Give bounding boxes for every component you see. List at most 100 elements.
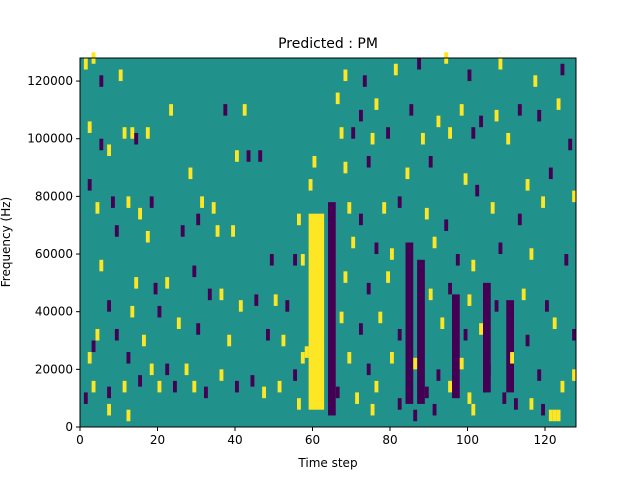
heatmap-cell (506, 132, 511, 145)
heatmap-cell (498, 58, 503, 70)
heatmap-cell (83, 392, 88, 404)
heatmap-cell (552, 317, 557, 329)
heatmap-cell (300, 254, 305, 266)
y-tick-label: 20000 (35, 362, 73, 376)
heatmap-cell (122, 127, 127, 139)
heatmap-cell (293, 369, 297, 381)
heatmap-cell (548, 409, 553, 422)
heatmap-cell (219, 288, 224, 301)
heatmap-cell (192, 265, 197, 278)
heatmap-cell (99, 138, 104, 151)
heatmap-cell (572, 369, 576, 381)
heatmap-cell (339, 127, 344, 139)
heatmap-cell (359, 323, 363, 335)
heatmap-cell (184, 363, 189, 376)
heatmap-cell (107, 300, 111, 312)
heatmap-cell (343, 161, 348, 174)
heatmap-cell (502, 392, 507, 404)
heatmap-cell (467, 69, 472, 82)
heatmap-cell (297, 398, 301, 410)
heatmap-cell (455, 254, 460, 266)
heatmap-cell (525, 179, 530, 191)
heatmap-cell (393, 63, 398, 76)
heatmap-cell (343, 69, 348, 82)
heatmap-cell (432, 236, 437, 249)
heatmap-cell (173, 380, 177, 393)
heatmap-cell (231, 225, 235, 237)
x-axis: 0 20 40 60 80 100 120 (76, 427, 556, 447)
heatmap-cell (99, 75, 104, 87)
heatmap-cell (157, 380, 162, 393)
heatmap-cell (548, 167, 553, 180)
heatmap-cell (471, 403, 476, 416)
heatmap-cell (266, 328, 270, 341)
heatmap-cell (397, 328, 402, 341)
heatmap-cell (390, 352, 394, 364)
heatmap-cell (347, 352, 352, 364)
heatmap-cell (176, 317, 181, 329)
heatmap-cell (211, 202, 216, 214)
heatmap-cell (421, 132, 425, 145)
y-tick-label: 100000 (27, 132, 73, 146)
heatmap-cell (130, 305, 135, 318)
heatmap-cell (448, 282, 452, 295)
heatmap-cell (428, 288, 433, 301)
heatmap-cell (475, 184, 480, 197)
heatmap-cell (479, 115, 483, 128)
heatmap-cell (541, 403, 545, 416)
heatmap-cell (471, 259, 476, 272)
heatmap-cell (560, 63, 565, 76)
heatmap-cell (285, 300, 290, 312)
heatmap-cell (219, 369, 224, 381)
x-tick-label: 20 (150, 433, 165, 447)
heatmap-cell (568, 138, 573, 151)
heatmap-cell (432, 403, 437, 416)
heatmap-cell (386, 271, 390, 283)
heatmap-cell (142, 334, 146, 347)
heatmap-cell (479, 323, 483, 335)
heatmap-cell (95, 328, 100, 341)
heatmap-cell (533, 75, 538, 87)
heatmap-cell (459, 104, 464, 116)
heatmap-cell (374, 98, 379, 110)
heatmap-cell (126, 352, 131, 364)
heatmap-cell (87, 352, 92, 364)
heatmap-cell (463, 173, 468, 185)
heatmap-cell (215, 225, 220, 237)
heatmap-cell (347, 202, 352, 214)
heatmap-cell (157, 305, 162, 318)
x-axis-label: Time step (297, 456, 357, 470)
heatmap-cell (537, 109, 542, 122)
heatmap-cell (235, 380, 239, 393)
heatmap-cell (541, 196, 545, 208)
x-tick-label: 120 (534, 433, 557, 447)
heatmap-cell (490, 202, 495, 214)
heatmap-cell (382, 202, 387, 214)
heatmap-cell (440, 317, 445, 329)
heatmap-cell (91, 380, 96, 393)
heatmap-cell (169, 104, 173, 116)
heatmap-cell (366, 282, 371, 295)
heatmap-cell (145, 230, 150, 243)
heatmap-cell (192, 380, 197, 393)
heatmap-cell (556, 409, 561, 422)
heatmap-cell (374, 242, 379, 255)
heatmap-cell (397, 196, 402, 208)
heatmap-cell (517, 104, 522, 116)
heatmap-cell (242, 104, 247, 116)
heatmap-cell (436, 369, 441, 381)
heatmap-cell (99, 259, 104, 272)
heatmap-band (506, 300, 514, 393)
heatmap-cell (529, 398, 534, 410)
heatmap-cell (413, 409, 418, 422)
heatmap-cell (483, 380, 487, 393)
heatmap-cell (560, 380, 565, 393)
heatmap-cell (378, 311, 383, 324)
heatmap-cell (448, 127, 452, 139)
heatmap-cell (138, 375, 142, 387)
heatmap-cell (444, 219, 449, 231)
heatmap-band (405, 242, 414, 404)
heatmap-cell (165, 277, 170, 289)
heatmap-cell (537, 369, 542, 381)
heatmap-cell (359, 109, 363, 122)
